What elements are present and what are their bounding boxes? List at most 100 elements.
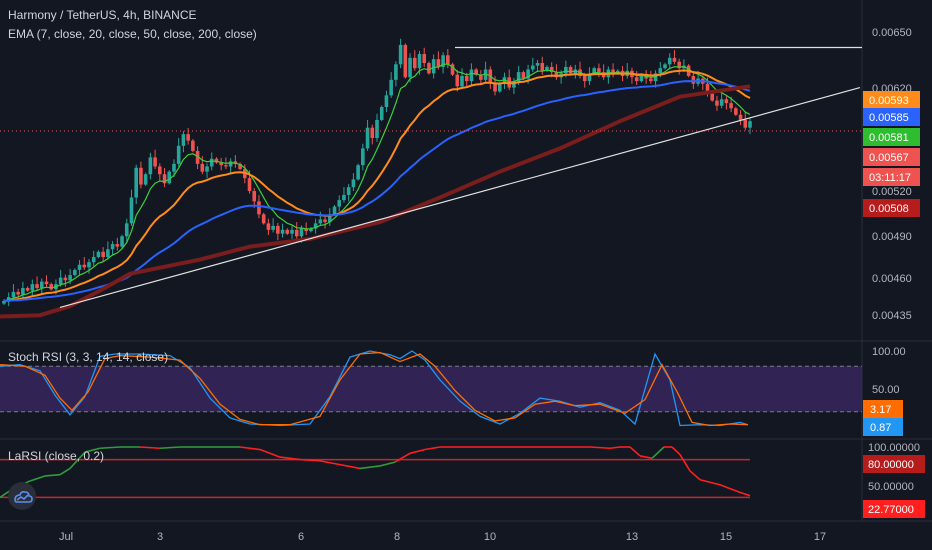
candle-body bbox=[460, 75, 464, 87]
candle-body bbox=[21, 288, 25, 295]
candle-body bbox=[337, 200, 342, 207]
candle-body bbox=[63, 277, 68, 281]
candle-body bbox=[649, 78, 653, 82]
candle-body bbox=[11, 291, 16, 298]
trendline-line[interactable] bbox=[59, 87, 861, 308]
larsi-segment bbox=[699, 478, 711, 484]
candle-body bbox=[545, 66, 549, 71]
candle-body bbox=[228, 161, 233, 167]
candle-body bbox=[512, 81, 516, 88]
stoch-value-label: 0.87 bbox=[870, 422, 891, 434]
candle-body bbox=[691, 75, 696, 84]
candle-body bbox=[101, 251, 105, 257]
ema-legend: EMA (7, close, 20, close, 50, close, 200… bbox=[8, 27, 257, 41]
tradingview-logo[interactable] bbox=[8, 482, 36, 510]
candle-body bbox=[299, 228, 304, 237]
larsi-segment bbox=[44, 473, 61, 477]
larsi-segment bbox=[99, 446, 121, 450]
candle-body bbox=[474, 69, 478, 75]
price-tick-label: 0.00650 bbox=[872, 27, 912, 39]
candle-body bbox=[667, 57, 672, 65]
candle-body bbox=[290, 229, 294, 234]
larsi-tick-label: 50.00000 bbox=[868, 481, 914, 493]
stoch-tick-label: 100.00 bbox=[872, 346, 906, 358]
candle-body bbox=[35, 284, 39, 289]
candle-body bbox=[436, 59, 441, 67]
candle-body bbox=[257, 201, 261, 215]
candle-body bbox=[398, 44, 403, 65]
candle-body bbox=[304, 228, 308, 232]
larsi-segment bbox=[651, 446, 665, 459]
candle-body bbox=[195, 150, 200, 164]
time-tick-label: 13 bbox=[626, 531, 638, 543]
candle-body bbox=[582, 75, 587, 82]
larsi-segment bbox=[689, 470, 701, 481]
candle-body bbox=[592, 68, 596, 74]
candle-body bbox=[734, 108, 738, 115]
time-tick-label: 6 bbox=[298, 531, 304, 543]
candle-body bbox=[342, 194, 346, 201]
larsi-segment bbox=[679, 454, 691, 472]
larsi-segment bbox=[159, 446, 181, 450]
candle-body bbox=[16, 291, 20, 295]
price-label: 0.00581 bbox=[869, 132, 909, 144]
larsi-segment bbox=[379, 461, 396, 467]
stoch-k-line[interactable] bbox=[0, 350, 749, 427]
stoch-value-label: 3.17 bbox=[870, 404, 891, 416]
larsi-segment bbox=[609, 446, 621, 450]
price-label-box bbox=[863, 199, 920, 217]
larsi-value-box bbox=[863, 500, 925, 518]
candle-body bbox=[653, 73, 658, 82]
larsi-segment bbox=[709, 481, 721, 486]
stoch-band bbox=[0, 366, 862, 412]
candle-body bbox=[394, 64, 398, 80]
candle-body bbox=[219, 162, 223, 166]
candle-body bbox=[238, 163, 242, 170]
candle-body bbox=[427, 63, 431, 74]
candle-body bbox=[280, 229, 285, 234]
larsi-segment bbox=[69, 451, 86, 469]
candle-body bbox=[209, 158, 214, 167]
candle-body bbox=[564, 66, 568, 74]
price-label-box bbox=[863, 108, 920, 126]
price-tick-label: 0.00435 bbox=[872, 310, 912, 322]
candle-body bbox=[497, 83, 502, 92]
larsi-segment bbox=[279, 456, 301, 461]
candle-body bbox=[191, 140, 195, 151]
candle-body bbox=[748, 121, 752, 128]
candle-body bbox=[139, 167, 143, 185]
candle-body bbox=[384, 95, 389, 107]
candle-body bbox=[58, 277, 63, 285]
larsi-segment bbox=[719, 484, 731, 490]
larsi-segment bbox=[729, 487, 741, 494]
candle-body bbox=[158, 166, 162, 175]
larsi-segment bbox=[409, 448, 426, 455]
candle-body bbox=[162, 174, 167, 184]
candle-body bbox=[205, 166, 209, 172]
candle-body bbox=[200, 163, 205, 172]
candle-body bbox=[120, 236, 124, 247]
price-tick-label: 0.00520 bbox=[872, 186, 912, 198]
candle-body bbox=[44, 281, 49, 285]
candle-body bbox=[285, 229, 290, 234]
candle-body bbox=[677, 61, 681, 69]
time-tick-label: 8 bbox=[394, 531, 400, 543]
candle-body bbox=[729, 103, 733, 109]
larsi-level-label: 80.00000 bbox=[868, 459, 914, 471]
candle-body bbox=[540, 63, 545, 71]
candle-body bbox=[464, 75, 469, 82]
candle-body bbox=[309, 228, 313, 232]
larsi-segment bbox=[339, 463, 361, 470]
candle-body bbox=[375, 119, 379, 139]
candle-body bbox=[176, 145, 181, 164]
candle-body bbox=[134, 167, 139, 198]
ema-20-line[interactable] bbox=[3, 69, 751, 302]
candle-body bbox=[124, 223, 129, 237]
candle-body bbox=[422, 53, 427, 64]
candle-body bbox=[143, 174, 148, 185]
candle-body bbox=[370, 127, 375, 139]
symbol-title: Harmony / TetherUS, 4h, BINANCE bbox=[8, 8, 197, 22]
candle-body bbox=[412, 57, 417, 69]
stoch-d-line[interactable] bbox=[0, 351, 749, 427]
larsi-tick-label: 100.00000 bbox=[868, 442, 920, 454]
